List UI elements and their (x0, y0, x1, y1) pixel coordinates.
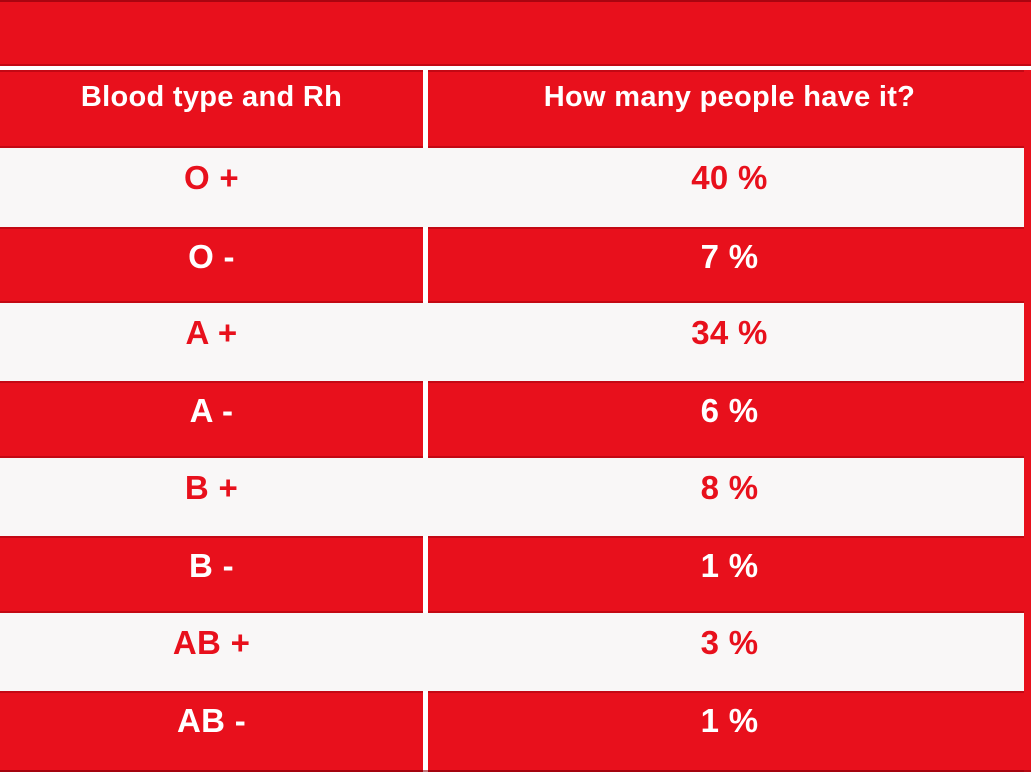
percentage-cell: 6 % (700, 392, 759, 429)
column-divider (423, 691, 428, 772)
table-row-ab-negative: AB - 1 % (0, 691, 1031, 772)
table-row-o-positive: O + 40 % (0, 148, 1031, 227)
table-row-o-negative: O - 7 % (0, 227, 1031, 303)
blood-type-cell: B + (184, 469, 239, 506)
bottom-edge-line (0, 770, 1031, 772)
blood-type-cell: AB - (176, 702, 247, 739)
table-row-b-positive: B + 8 % (0, 458, 1031, 536)
table-row-ab-positive: AB + 3 % (0, 613, 1031, 691)
table-row-a-negative: A - 6 % (0, 381, 1031, 458)
blood-type-cell: A + (185, 314, 238, 351)
blood-type-cell: O - (188, 238, 235, 275)
percentage-cell: 8 % (700, 469, 759, 506)
percentage-cell: 1 % (700, 702, 759, 739)
percentage-cell: 40 % (691, 159, 768, 196)
table-row-a-positive: A + 34 % (0, 303, 1031, 381)
column-divider (423, 536, 428, 613)
blood-type-cell: A - (189, 392, 234, 429)
top-edge-line (0, 0, 1031, 2)
column-divider (423, 381, 428, 458)
percentage-cell: 3 % (700, 624, 759, 661)
blood-type-cell: O + (183, 159, 239, 196)
column-header-blood-type: Blood type and Rh (80, 81, 343, 113)
percentage-cell: 34 % (691, 314, 768, 351)
blood-type-cell: B - (189, 547, 234, 584)
column-header-percentage: How many people have it? (543, 81, 916, 113)
banner-separator (0, 66, 1031, 70)
column-divider (423, 70, 428, 148)
percentage-cell: 1 % (700, 547, 759, 584)
top-banner (0, 0, 1031, 66)
blood-type-cell: AB + (172, 624, 251, 661)
right-border-strip (1024, 70, 1031, 772)
column-divider (423, 227, 428, 303)
table-row-b-negative: B - 1 % (0, 536, 1031, 613)
table-header-row: Blood type and Rh How many people have i… (0, 70, 1031, 148)
percentage-cell: 7 % (700, 238, 759, 275)
